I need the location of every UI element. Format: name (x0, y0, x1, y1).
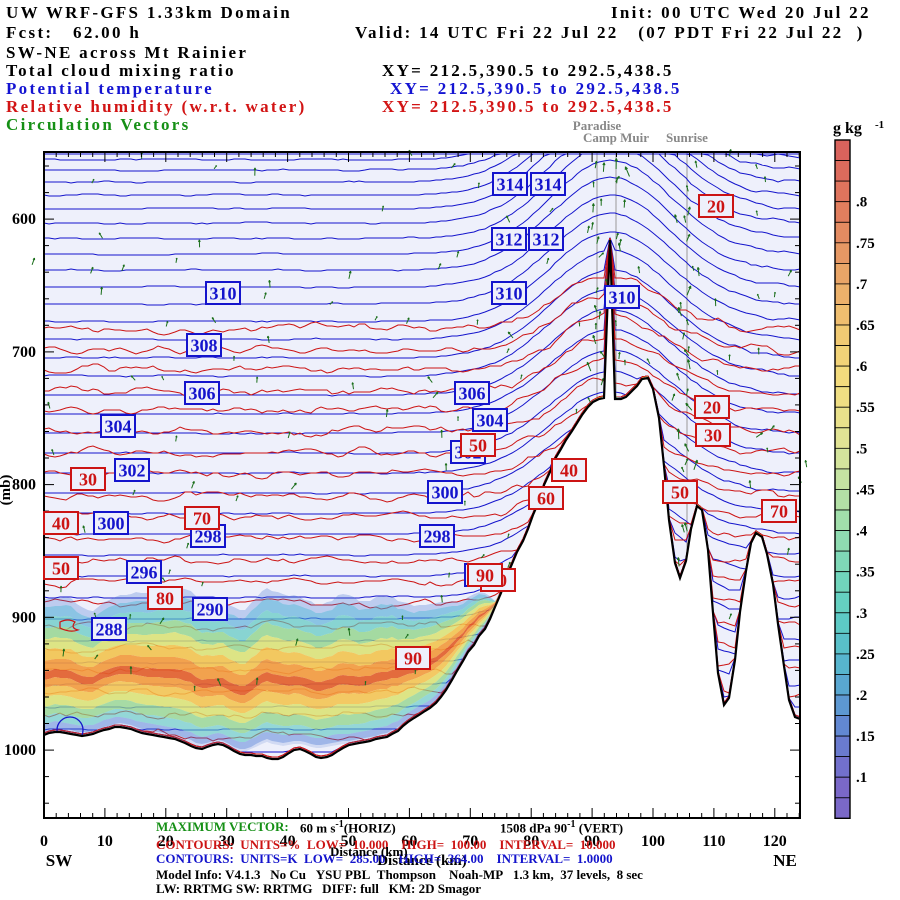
svg-text:.6: .6 (856, 359, 868, 375)
svg-text:90: 90 (404, 649, 422, 669)
svg-text:288: 288 (96, 620, 123, 640)
svg-text:30: 30 (79, 470, 97, 490)
svg-text:-1: -1 (875, 119, 884, 131)
svg-text:298: 298 (424, 527, 451, 547)
svg-text:90: 90 (476, 566, 494, 586)
svg-text:.25: .25 (856, 647, 875, 663)
svg-text:40: 40 (560, 461, 578, 481)
svg-text:308: 308 (191, 336, 218, 356)
svg-text:312: 312 (533, 230, 560, 250)
svg-text:800: 800 (12, 477, 36, 494)
svg-text:20: 20 (703, 398, 721, 418)
svg-text:312: 312 (496, 230, 523, 250)
svg-text:.5: .5 (856, 441, 867, 457)
svg-text:100: 100 (641, 833, 665, 850)
svg-text:300: 300 (432, 483, 459, 503)
svg-text:600: 600 (12, 211, 36, 228)
svg-text:.1: .1 (856, 770, 867, 786)
svg-text:.3: .3 (856, 606, 867, 622)
svg-text:.65: .65 (856, 318, 875, 334)
svg-text:.4: .4 (856, 524, 868, 540)
svg-text:50: 50 (671, 483, 689, 503)
svg-text:110: 110 (702, 833, 725, 850)
svg-text:.2: .2 (856, 688, 867, 704)
svg-text:g kg: g kg (833, 120, 862, 137)
svg-text:304: 304 (477, 411, 504, 431)
svg-text:20: 20 (707, 197, 725, 217)
svg-text:700: 700 (12, 344, 36, 361)
svg-text:70: 70 (770, 502, 788, 522)
svg-text:30: 30 (704, 426, 722, 446)
svg-text:304: 304 (105, 417, 132, 437)
svg-text:10: 10 (97, 833, 113, 850)
svg-text:306: 306 (459, 384, 486, 404)
svg-text:Sunrise: Sunrise (666, 130, 708, 145)
svg-text:.45: .45 (856, 482, 875, 498)
svg-text:310: 310 (210, 284, 237, 304)
svg-text:Camp Muir: Camp Muir (583, 130, 649, 145)
svg-text:.15: .15 (856, 729, 875, 745)
svg-text:50: 50 (52, 559, 70, 579)
svg-text:.75: .75 (856, 236, 875, 252)
svg-text:314: 314 (535, 175, 562, 195)
svg-text:1000: 1000 (4, 742, 36, 759)
svg-text:300: 300 (98, 514, 125, 534)
svg-text:310: 310 (609, 288, 636, 308)
svg-text:900: 900 (12, 609, 36, 626)
svg-text:(mb): (mb) (0, 475, 14, 506)
svg-text:.8: .8 (856, 195, 867, 211)
svg-text:50: 50 (469, 436, 487, 456)
svg-text:306: 306 (189, 384, 216, 404)
svg-text:296: 296 (131, 563, 158, 583)
svg-text:80: 80 (156, 589, 174, 609)
svg-text:70: 70 (193, 509, 211, 529)
svg-text:.55: .55 (856, 400, 875, 416)
svg-text:.7: .7 (856, 277, 868, 293)
svg-text:40: 40 (52, 514, 70, 534)
svg-text:302: 302 (119, 461, 146, 481)
svg-text:.35: .35 (856, 565, 875, 581)
svg-text:0: 0 (40, 833, 48, 850)
svg-text:314: 314 (497, 175, 524, 195)
svg-text:120: 120 (763, 833, 787, 850)
svg-text:SW: SW (46, 851, 72, 870)
svg-text:NE: NE (773, 851, 797, 870)
svg-text:60: 60 (537, 489, 555, 509)
svg-text:310: 310 (496, 284, 523, 304)
svg-text:290: 290 (197, 600, 224, 620)
